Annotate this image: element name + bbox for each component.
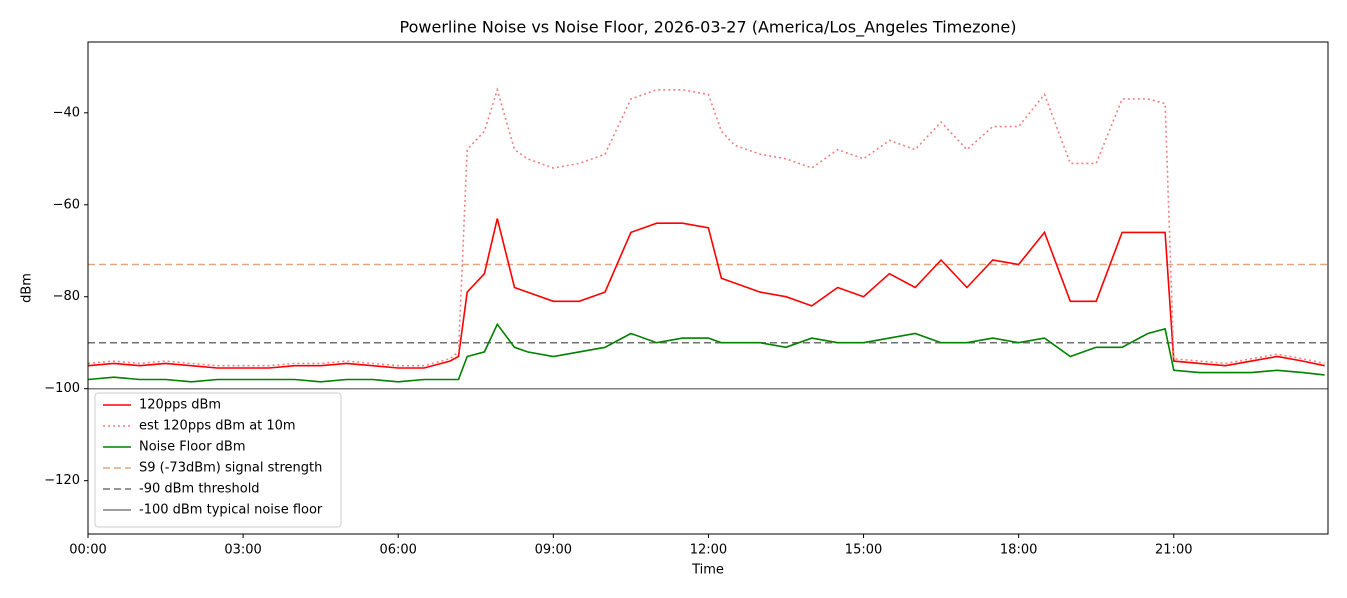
- legend-box: [94, 392, 342, 528]
- legend-label: -100 dBm typical noise floor: [139, 503, 323, 518]
- series-line: [88, 218, 1325, 369]
- x-tick-label: 15:00: [845, 543, 882, 558]
- legend-label: -90 dBm threshold: [139, 482, 260, 497]
- chart-title: Powerline Noise vs Noise Floor, 2026-03-…: [400, 18, 1017, 38]
- y-tick-label: −40: [53, 105, 80, 120]
- x-tick-label: 03:00: [224, 543, 261, 558]
- x-tick-label: 12:00: [690, 543, 727, 558]
- x-tick-label: 18:00: [1000, 543, 1037, 558]
- plot-frame: [87, 41, 1329, 535]
- x-axis-label: Time: [691, 563, 724, 578]
- x-tick-label: 00:00: [69, 543, 106, 558]
- x-tick-label: 09:00: [535, 543, 572, 558]
- y-tick-label: −120: [44, 473, 80, 488]
- series-line: [88, 322, 1325, 383]
- legend-label: Noise Floor dBm: [139, 440, 246, 455]
- x-tick-label: 21:00: [1155, 543, 1192, 558]
- legend-label: 120pps dBm: [139, 398, 221, 413]
- legend-label: S9 (-73dBm) signal strength: [139, 461, 322, 476]
- x-tick-label: 06:00: [379, 543, 416, 558]
- y-axis-label: dBm: [20, 273, 35, 303]
- y-tick-label: −100: [44, 381, 80, 396]
- legend-label: est 120pps dBm at 10m: [139, 419, 296, 434]
- y-tick-label: −60: [53, 197, 80, 212]
- y-tick-label: −80: [53, 289, 80, 304]
